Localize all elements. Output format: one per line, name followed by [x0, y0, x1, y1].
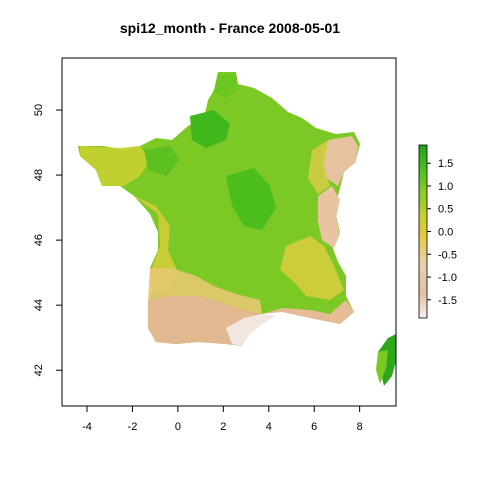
legend-tick-label: 0.0 — [438, 227, 453, 239]
y-tick-label: 50 — [33, 104, 45, 116]
corsica-light — [376, 350, 388, 384]
pyrenees-pale — [226, 314, 276, 346]
legend-tick-label: -0.5 — [438, 249, 457, 261]
x-tick-label: -2 — [128, 421, 138, 433]
plot-frame — [61, 57, 397, 407]
spi-raster — [78, 72, 396, 386]
legend-tick-label: 1.0 — [438, 181, 453, 193]
map-title: spi12_month - France 2008-05-01 — [119, 20, 341, 36]
y-tick-label: 42 — [33, 364, 45, 376]
legend-tick-label: 1.5 — [438, 158, 453, 170]
northeast-yellow — [308, 140, 330, 194]
x-tick-label: 8 — [357, 421, 363, 433]
x-tick-label: 0 — [175, 421, 181, 433]
western-band — [80, 146, 150, 186]
x-axis: -4 -2 0 2 4 6 8 — [82, 406, 363, 433]
centre-wet — [226, 168, 276, 230]
north-green — [214, 74, 238, 98]
x-tick-label: 4 — [266, 421, 272, 433]
y-axis: 42 44 46 48 50 — [33, 104, 62, 376]
mediterranean-dry — [262, 300, 354, 324]
y-tick-label: 46 — [33, 234, 45, 246]
northeast-dry — [322, 136, 358, 186]
legend-colorbar — [418, 144, 428, 319]
legend-tick-label: 0.5 — [438, 204, 453, 216]
normandy-wet — [144, 146, 180, 176]
color-legend: 1.5 1.0 0.5 0.0 -0.5 -1.0 -1.5 — [418, 144, 457, 319]
rhone-yellow — [280, 236, 344, 300]
legend-tick-label: -1.5 — [438, 295, 457, 307]
x-tick-label: -4 — [82, 421, 92, 433]
legend-tick-label: -1.0 — [438, 272, 457, 284]
y-tick-label: 44 — [33, 299, 45, 311]
paris-basin-wet — [190, 110, 230, 148]
y-tick-label: 48 — [33, 169, 45, 181]
southwest-transition — [148, 268, 262, 314]
x-tick-label: 6 — [311, 421, 317, 433]
x-tick-label: 2 — [220, 421, 226, 433]
alps-dry — [318, 186, 340, 248]
